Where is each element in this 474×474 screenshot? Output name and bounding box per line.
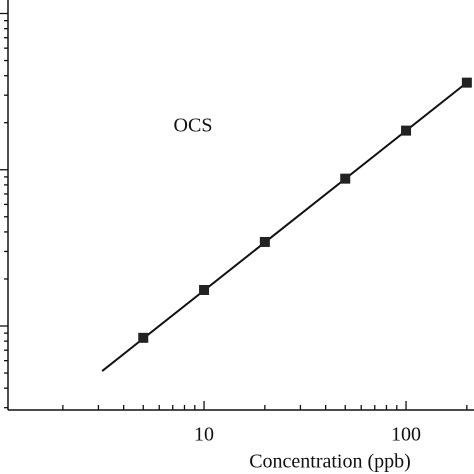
marker xyxy=(401,125,412,136)
x-tick-label: 100 xyxy=(391,424,421,446)
fit-line xyxy=(101,81,468,372)
marker xyxy=(199,284,210,295)
x-axis-label: Concentration (ppb) xyxy=(249,451,411,473)
marker xyxy=(138,332,149,343)
x-tick-label: 10 xyxy=(194,424,214,446)
marker xyxy=(340,173,351,184)
marker xyxy=(259,236,270,247)
marker xyxy=(461,77,472,88)
annotation: OCS xyxy=(174,115,213,137)
